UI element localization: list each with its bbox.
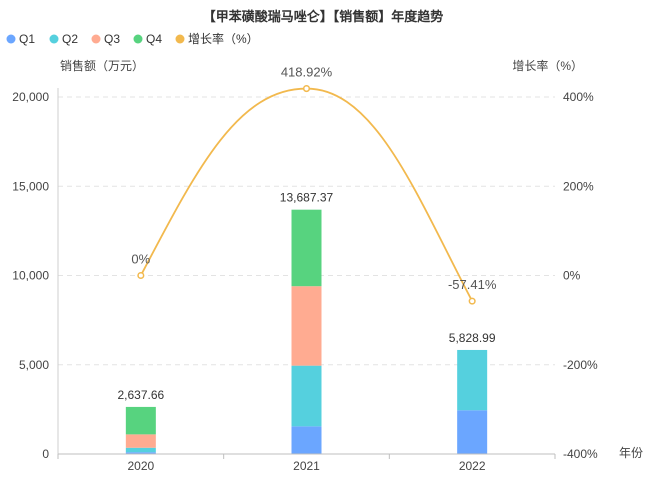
bars (125, 209, 488, 454)
bar-q2-2021 (291, 365, 322, 427)
bar-q1-2020 (125, 452, 156, 454)
x-tick-label: 2021 (293, 459, 320, 473)
bar-q3-2020 (125, 434, 156, 448)
x-tick-label: 2020 (127, 459, 154, 473)
legend-marker (6, 34, 16, 44)
legend-label: 增长率（%） (188, 31, 259, 46)
x-axis-ticks: 2020 2021 2022 (57, 454, 556, 473)
growth-line: 0% 418.92% -57.41% (131, 65, 497, 305)
y2-tick-label: -400% (563, 447, 598, 461)
total-label: 2,637.66 (117, 388, 164, 402)
y2-tick-label: 200% (563, 179, 594, 193)
x-axis-label: 年份 (619, 446, 643, 460)
total-label: 13,687.37 (280, 191, 334, 205)
growth-point (302, 85, 311, 93)
axes (57, 88, 555, 455)
legend-label: Q3 (104, 32, 120, 46)
y2-tick-label: 0% (563, 269, 581, 283)
bar-q1-2022 (457, 410, 488, 454)
y-tick-label: 5,000 (19, 358, 49, 372)
legend-marker (175, 34, 185, 44)
bar-q4-2021 (291, 209, 322, 287)
legend-marker (49, 34, 59, 44)
total-labels: 2,637.66 13,687.37 5,828.99 (117, 191, 495, 402)
growth-label: -57.41% (448, 277, 497, 292)
total-label: 5,828.99 (449, 331, 496, 345)
y-axis-label: 销售额（万元） (60, 58, 144, 73)
growth-label: 0% (131, 252, 150, 267)
growth-point (468, 297, 476, 305)
y-tick-label: 15,000 (12, 179, 49, 193)
legend-label: Q4 (146, 32, 162, 46)
y2-tick-label: 400% (563, 90, 594, 104)
bar-q1-2021 (291, 426, 322, 454)
y2-axis-ticks: -400% -200% 0% 200% 400% (563, 90, 598, 461)
legend-label: Q2 (62, 32, 78, 46)
y-tick-label: 0 (42, 447, 49, 461)
legend-label: Q1 (19, 32, 35, 46)
bar-q2-2022 (457, 349, 488, 411)
y-tick-label: 10,000 (12, 269, 49, 283)
bar-q4-2020 (125, 406, 156, 435)
bar-q2-2020 (125, 447, 156, 453)
y-tick-label: 20,000 (12, 90, 49, 104)
y2-axis-label: 增长率（%） (512, 58, 583, 73)
y2-tick-label: -200% (563, 358, 598, 372)
x-tick-label: 2022 (459, 459, 486, 473)
chart-title: 【甲苯磺酸瑞马唑仑】【销售额】年度趋势 (203, 9, 444, 24)
growth-point (137, 271, 145, 280)
legend: Q1 Q2 Q3 Q4 增长率（%） (6, 31, 259, 46)
growth-label: 418.92% (281, 65, 333, 80)
legend-marker (133, 34, 143, 44)
bar-q3-2021 (291, 286, 322, 366)
y-axis-ticks: 0 5,000 10,000 15,000 20,000 (12, 90, 49, 461)
legend-marker (91, 34, 101, 44)
